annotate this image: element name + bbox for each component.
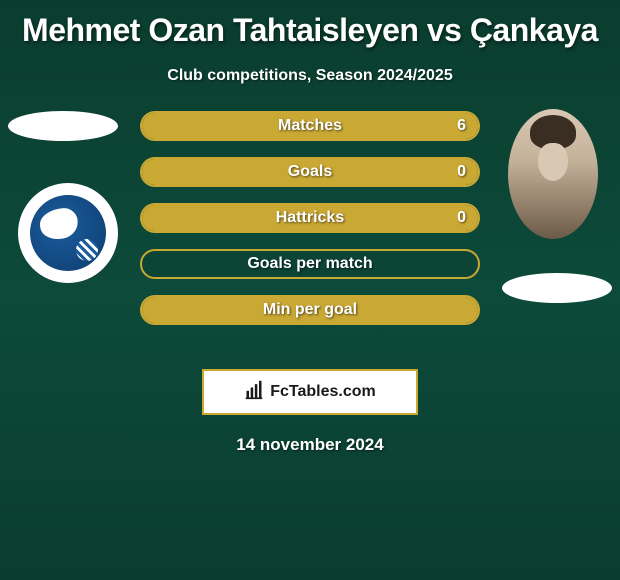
player-photo bbox=[508, 109, 598, 239]
stat-bar-value: 0 bbox=[457, 205, 466, 231]
stat-bar-label: Hattricks bbox=[142, 205, 478, 231]
right-placeholder-badge bbox=[502, 273, 612, 303]
stat-bar-value: 0 bbox=[457, 159, 466, 185]
left-placeholder-badge bbox=[8, 111, 118, 141]
stat-bar-value: 6 bbox=[457, 113, 466, 139]
source-badge[interactable]: FcTables.com bbox=[202, 369, 418, 415]
club-logo-graphic bbox=[30, 195, 106, 271]
stat-bar-label: Goals bbox=[142, 159, 478, 185]
club-logo bbox=[18, 183, 118, 283]
chart-icon bbox=[244, 380, 264, 405]
stat-bar-hattricks: Hattricks 0 bbox=[140, 203, 480, 233]
stats-area: Matches 6 Goals 0 Hattricks 0 Goals per … bbox=[0, 117, 620, 357]
stat-bar-min-per-goal: Min per goal bbox=[140, 295, 480, 325]
stat-bar-label: Min per goal bbox=[142, 297, 478, 323]
stat-bar-goals: Goals 0 bbox=[140, 157, 480, 187]
page-subtitle: Club competitions, Season 2024/2025 bbox=[0, 67, 620, 85]
stat-bar-goals-per-match: Goals per match bbox=[140, 249, 480, 279]
source-label: FcTables.com bbox=[270, 383, 376, 401]
stat-bar-matches: Matches 6 bbox=[140, 111, 480, 141]
stat-bar-label: Matches bbox=[142, 113, 478, 139]
page-title: Mehmet Ozan Tahtaisleyen vs Çankaya bbox=[0, 0, 620, 49]
date-label: 14 november 2024 bbox=[0, 435, 620, 455]
stat-bar-label: Goals per match bbox=[142, 251, 478, 277]
stat-bars: Matches 6 Goals 0 Hattricks 0 Goals per … bbox=[140, 111, 480, 341]
